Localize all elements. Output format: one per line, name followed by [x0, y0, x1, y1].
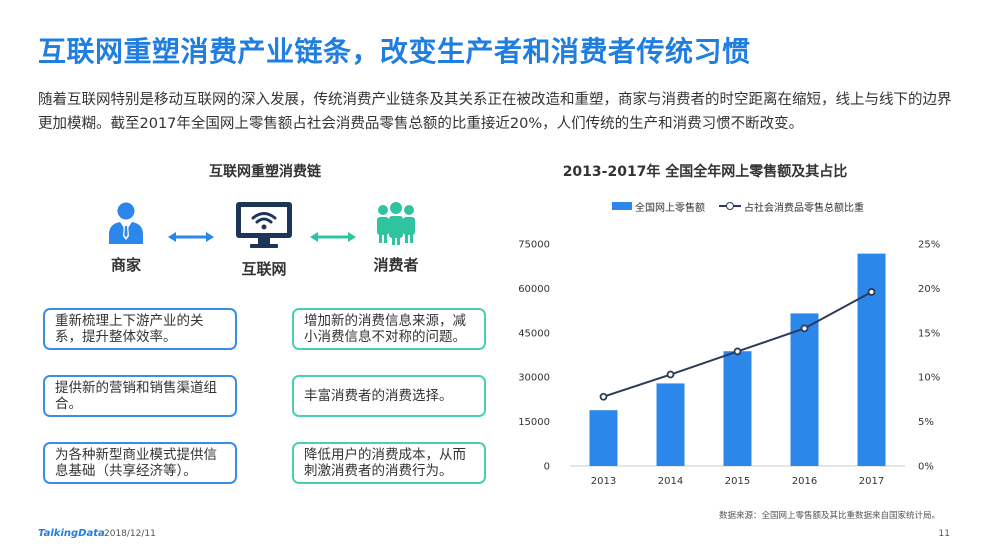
y-left-tick-label: 75000	[518, 240, 550, 251]
y-left-tick-label: 30000	[518, 373, 550, 384]
page-title: 互联网重塑消费产业链条，改变生产者和消费者传统习惯	[38, 35, 751, 68]
box-text: 提供新的营销和销售渠道组合。	[55, 380, 217, 412]
merchant-benefit-box: 为各种新型商业模式提供信息基础（共享经济等）。	[43, 442, 237, 484]
merchant-benefit-box: 重新梳理上下游产业的关系，提升整体效率。	[43, 308, 237, 350]
bar-online-retail-2017	[857, 253, 886, 466]
x-tick-label: 2014	[658, 476, 683, 487]
consumer-benefit-box: 降低用户的消费成本，从而刺激消费者的消费行为。	[292, 442, 486, 484]
x-tick-label: 2017	[859, 476, 884, 487]
merchant-icon	[109, 202, 143, 244]
bar-line-chart: 0 15000 30000 45000 60000 75000 0% 5% 10% 15% 20% 2…	[518, 240, 940, 488]
ratio-point-2016	[800, 324, 809, 333]
people-group-icon	[377, 202, 415, 245]
ratio-point-2017	[867, 288, 876, 296]
y-right-tick-label: 25%	[918, 240, 940, 251]
ratio-point-2013	[599, 392, 608, 401]
y-right-tick-label: 20%	[918, 284, 940, 295]
consumer-benefit-box: 丰富消费者的消费选择。	[292, 375, 486, 417]
y-left-tick-label: 60000	[518, 284, 550, 295]
consumer-benefit-box: 增加新的消费信息来源，减小消费信息不对称的问题。	[292, 308, 486, 350]
y-right-tick-label: 10%	[918, 373, 940, 384]
box-text: 丰富消费者的消费选择。	[304, 388, 453, 404]
y-right-tick-label: 0%	[918, 462, 934, 473]
y-left-tick-label: 0	[544, 462, 550, 473]
x-tick-label: 2016	[792, 476, 817, 487]
ratio-point-2015	[733, 347, 742, 356]
box-text: 为各种新型商业模式提供信息基础（共享经济等）。	[55, 447, 217, 479]
bar-online-retail-2015	[723, 351, 752, 466]
box-text: 降低用户的消费成本，从而刺激消费者的消费行为。	[304, 447, 466, 479]
x-tick-label: 2013	[591, 476, 616, 487]
merchant-benefit-box: 提供新的营销和销售渠道组合。	[43, 375, 237, 417]
bar-online-retail-2016	[790, 313, 819, 466]
monitor-wifi-icon	[236, 202, 292, 248]
source-note: 数据来源：全国网上零售额及其比重数据来自国家统计局。	[718, 511, 940, 521]
box-text: 重新梳理上下游产业的关系，提升整体效率。	[55, 313, 204, 345]
y-right-tick-label: 15%	[918, 328, 940, 339]
legend-bar-swatch	[612, 202, 632, 210]
consumer-label: 消费者	[373, 256, 419, 274]
intro-paragraph: 随着互联网特别是移动互联网的深入发展，传统消费产业链条及其关系正在被改造和重塑，…	[38, 92, 952, 132]
brand-logo: TalkingData	[38, 528, 105, 539]
legend-bar-label: 全国网上零售额	[635, 202, 705, 214]
legend-line-swatch	[719, 201, 741, 211]
y-left-tick-label: 15000	[518, 417, 550, 428]
bar-online-retail-2013	[589, 410, 618, 466]
page-number: 11	[938, 529, 950, 539]
footer-date: 2018/12/11	[104, 529, 156, 539]
chart-legend: 全国网上零售额 占社会消费品零售总额比重	[612, 199, 864, 214]
chain-title: 互联网重塑消费链	[209, 164, 321, 180]
merchant-node: 商家	[86, 200, 166, 275]
consumer-node: 消费者	[356, 200, 436, 275]
ratio-point-2014	[666, 370, 675, 379]
merchant-label: 商家	[110, 256, 141, 274]
double-arrow-icon	[310, 232, 356, 242]
bar-online-retail-2014	[656, 383, 685, 466]
x-tick-label: 2015	[725, 476, 750, 487]
internet-node: 互联网	[224, 200, 304, 279]
double-arrow-icon	[168, 232, 214, 242]
y-left-tick-label: 45000	[518, 328, 550, 339]
internet-label: 互联网	[241, 260, 287, 278]
box-text: 增加新的消费信息来源，减小消费信息不对称的问题。	[304, 313, 466, 345]
legend-line-label: 占社会消费品零售总额比重	[744, 202, 864, 214]
y-right-tick-label: 5%	[918, 417, 934, 428]
chart-title: 2013-2017年 全国全年网上零售额及其占比	[562, 164, 848, 180]
